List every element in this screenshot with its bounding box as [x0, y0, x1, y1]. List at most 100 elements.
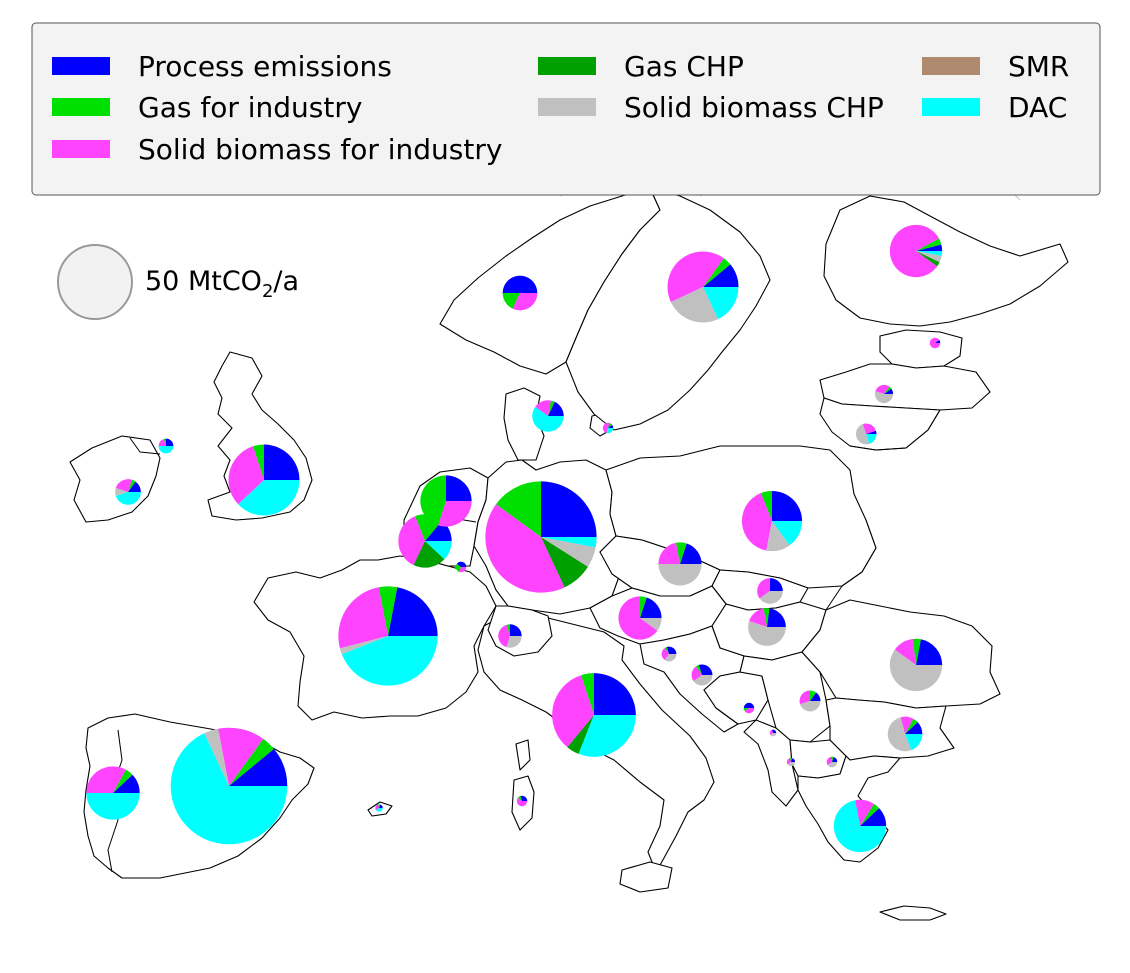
pie-norway: [502, 275, 538, 311]
pie-slice-lithuania-dac: [866, 434, 877, 444]
legend-swatch-smr: [922, 57, 980, 75]
pie-slice-northern-ireland-gas-for-industry: [163, 438, 166, 446]
pie-italy: [552, 673, 636, 757]
pie-slice-greece-solid-biomass-for-industry: [855, 799, 875, 826]
pie-slice-serbia-process-emissions: [810, 692, 821, 701]
pie-slice-ireland-gas-for-industry: [128, 479, 136, 492]
size-reference-suffix: /a: [273, 266, 299, 297]
pie-slice-sweden-process-emissions: [703, 264, 739, 287]
pie-slice-bulgaria-gas-for-industry: [905, 718, 918, 734]
pie-slice-denmark-gas-for-industry: [548, 400, 555, 416]
pie-france: [338, 586, 438, 686]
pie-slice-poland-solid-biomass-chp: [766, 521, 790, 552]
pie-slice-hungary-process-emissions: [767, 608, 786, 627]
pie-slice-serbia-gas-for-industry: [810, 690, 817, 701]
pie-slice-switzerland-process-emissions: [510, 624, 522, 636]
legend-swatch-gas-for-industry: [52, 98, 110, 116]
pie-slice-north-macedonia-process-emissions: [832, 757, 838, 762]
pie-slice-albania-gas-for-industry: [789, 757, 793, 762]
pie-slice-ireland-solid-biomass-chp: [115, 488, 128, 496]
pie-slice-united-kingdom-solid-biomass-for-industry: [228, 446, 264, 505]
pie-slice-lithuania-process-emissions: [866, 430, 877, 434]
pie-slice-slovakia-solid-biomass-chp: [759, 591, 783, 604]
pie-denmark: [532, 400, 564, 432]
pie-slice-denmark-dac: [532, 406, 564, 432]
pie-slice-united-kingdom-gas-for-industry: [253, 444, 264, 480]
legend-label-gas-for-industry: Gas for industry: [138, 91, 362, 124]
pie-montenegro: [769, 729, 777, 737]
pie-switzerland: [498, 624, 522, 648]
pie-slice-austria-gas-for-industry: [640, 596, 647, 618]
pie-slice-portugal-dac: [86, 793, 140, 820]
pie-slice-germany-solid-biomass-chp: [541, 537, 596, 567]
pie-slice-sweden-solid-biomass-chp: [670, 287, 719, 323]
pie-germany: [485, 481, 597, 593]
pie-slice-portugal-process-emissions: [113, 774, 140, 793]
pie-hungary: [748, 608, 786, 646]
pie-slice-germany-gas-chp: [541, 537, 588, 588]
pie-slice-czechia-gas-for-industry: [675, 542, 687, 564]
pie-slice-north-macedonia-gas-for-industry: [830, 756, 834, 762]
legend-label-process-emissions: Process emissions: [138, 50, 392, 83]
land-montenegro-albania: [743, 719, 799, 807]
pie-slice-portugal-solid-biomass-for-industry: [86, 766, 126, 793]
pie-slice-belgium-gas-chp: [413, 541, 445, 568]
pie-united-kingdom: [228, 444, 300, 516]
pie-slice-switzerland-gas-for-industry: [506, 624, 510, 636]
pie-slice-hungary-solid-biomass-for-industry: [749, 608, 767, 627]
pie-netherlands: [420, 475, 472, 527]
pie-bulgaria: [887, 716, 923, 752]
pie-serbia: [799, 690, 821, 712]
pie-slice-sardinia-process-emissions: [520, 795, 528, 801]
pie-bosnia-herzegovina: [743, 702, 755, 714]
pie-slice-latvia-solid-biomass-for-industry: [875, 384, 890, 394]
pie-slice-bulgaria-dac: [905, 734, 923, 751]
pie-slice-germany-dac: [541, 537, 597, 548]
pie-slice-estonia-process-emissions: [935, 339, 941, 343]
pie-slice-northern-ireland-solid-biomass-for-industry: [158, 438, 166, 446]
pie-slice-hungary-solid-biomass-chp: [748, 621, 786, 646]
pie-slice-balearic-islands-dac: [376, 808, 383, 812]
pie-slice-luxembourg-gas-for-industry: [455, 563, 461, 572]
pie-slice-croatia-solid-biomass-for-industry: [691, 666, 702, 682]
pie-slice-balearic-islands-solid-biomass-for-industry: [375, 804, 379, 811]
land-finland: [823, 195, 1069, 327]
pie-slice-poland-dac: [772, 521, 803, 546]
pie-slice-luxembourg-solid-biomass-for-industry: [459, 567, 467, 573]
pie-luxembourg: [455, 561, 467, 573]
pie-slice-bulgaria-process-emissions: [905, 722, 923, 734]
pie-slice-northern-ireland-process-emissions: [166, 438, 174, 446]
pie-slice-bosnia-herzegovina-process-emissions: [743, 702, 755, 708]
pie-slice-ireland-solid-biomass-for-industry: [115, 479, 132, 492]
border-northern-ireland: [129, 437, 161, 455]
pie-slice-united-kingdom-dac: [238, 480, 300, 516]
pie-slice-germany-gas-for-industry: [496, 481, 541, 537]
pie-slice-italy-solid-biomass-for-industry: [552, 675, 594, 748]
pie-slice-lithuania-solid-biomass-chp: [855, 424, 870, 445]
pie-slice-latvia-solid-biomass-chp: [874, 391, 894, 404]
pie-slice-netherlands-solid-biomass-for-industry: [438, 501, 472, 527]
pie-slice-albania-process-emissions: [791, 758, 796, 762]
land-estonia: [879, 329, 963, 369]
pie-slice-poland-process-emissions: [772, 490, 803, 521]
land-sicily: [619, 861, 673, 893]
legend-swatch-solid-biomass-chp: [538, 98, 596, 116]
pie-slovenia: [661, 646, 677, 662]
pie-slice-czechia-solid-biomass-chp: [658, 564, 702, 586]
size-reference-prefix: 50 MtCO: [145, 266, 262, 297]
pie-slice-united-kingdom-process-emissions: [264, 444, 300, 480]
pie-portugal: [86, 766, 140, 820]
pie-north-macedonia: [826, 756, 838, 768]
border-east: [825, 409, 941, 611]
pie-slice-finland-solid-biomass-chp: [916, 251, 942, 263]
pie-greece: [833, 799, 887, 853]
pie-slice-finland-gas-for-industry: [916, 238, 942, 251]
pie-slice-croatia-process-emissions: [698, 664, 713, 675]
land-jutland: [503, 387, 545, 461]
pie-northern-ireland: [158, 438, 174, 454]
legend-label-gas-chp: Gas CHP: [624, 50, 744, 83]
pie-slice-serbia-solid-biomass-for-industry: [799, 690, 810, 705]
pie-slice-denmark-solid-biomass-for-industry: [535, 400, 551, 416]
pie-slice-montenegro-process-emissions: [771, 729, 777, 733]
pie-slice-netherlands-gas-for-industry: [420, 475, 446, 526]
